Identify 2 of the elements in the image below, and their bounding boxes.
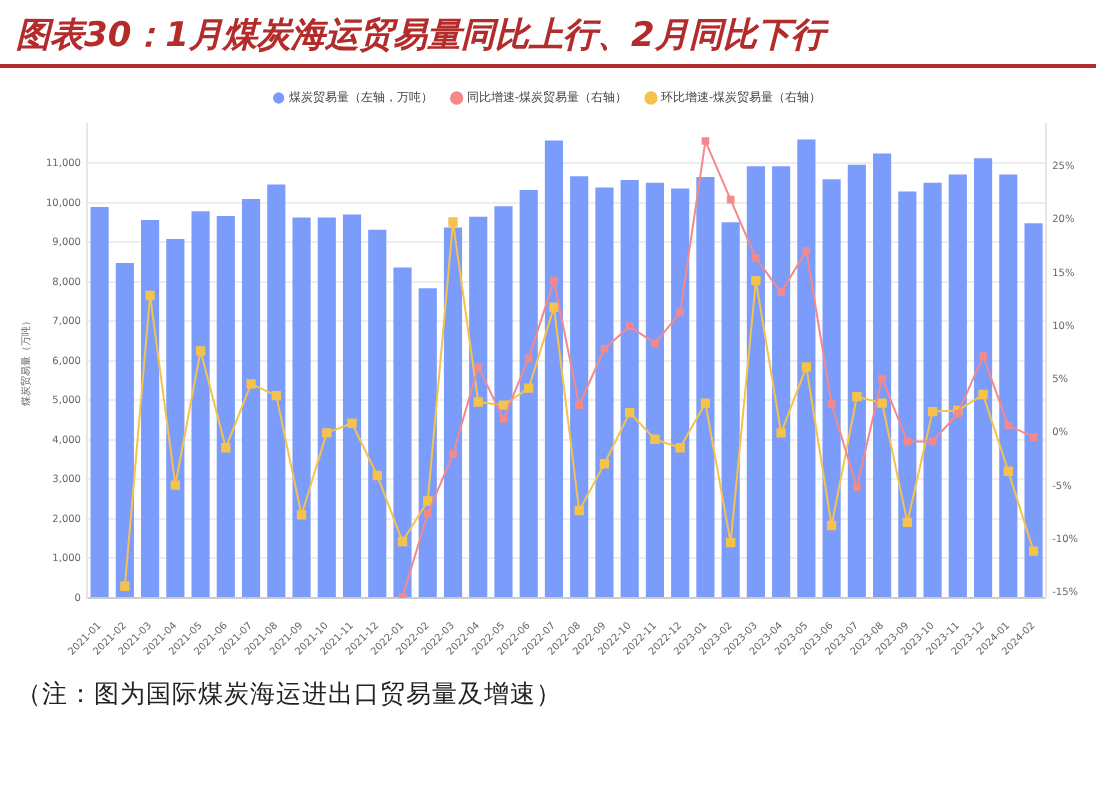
text: （注：图为国际煤炭海运进出口贸易量及增速） <box>14 676 564 712</box>
chart-title: 图表30：1月煤炭海运贸易量同比上行、2月同比下行 <box>0 0 1096 68</box>
